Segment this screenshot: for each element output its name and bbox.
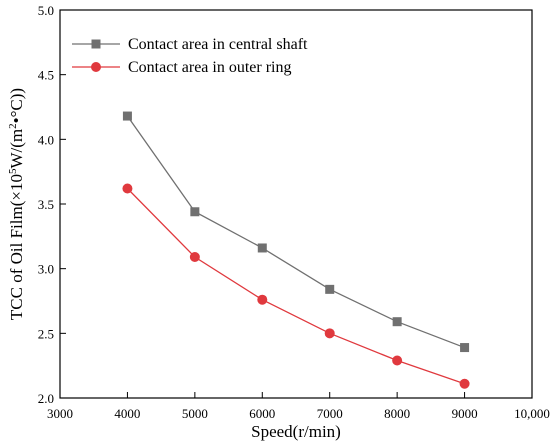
y-axis-label-prefix: TCC of Oil Film(×10 bbox=[7, 174, 26, 320]
series-layer bbox=[122, 111, 470, 389]
legend-marker bbox=[91, 39, 101, 49]
x-tick-label: 5000 bbox=[182, 406, 208, 421]
x-tick-label: 9000 bbox=[452, 406, 478, 421]
x-tick-label: 3000 bbox=[47, 406, 73, 421]
data-point bbox=[257, 294, 268, 305]
y-axis-label-sup: 5 bbox=[7, 168, 19, 174]
data-point bbox=[257, 243, 267, 253]
y-axis-label-sup2: 2 bbox=[7, 123, 19, 129]
data-point bbox=[392, 317, 402, 327]
data-point bbox=[325, 284, 335, 294]
x-tick-label: 7000 bbox=[317, 406, 343, 421]
series-1 bbox=[122, 111, 470, 353]
data-point bbox=[189, 252, 200, 263]
data-point bbox=[459, 378, 470, 389]
series-line bbox=[126, 115, 465, 349]
x-tick-label: 6000 bbox=[249, 406, 275, 421]
y-tick-label: 2.0 bbox=[38, 391, 54, 406]
legend-label: Contact area in central shaft bbox=[128, 36, 308, 53]
data-point bbox=[122, 111, 132, 121]
x-tick-label: 10,000 bbox=[514, 406, 550, 421]
series-line bbox=[126, 188, 465, 385]
y-axis-label-suffix: W/(m bbox=[7, 129, 26, 169]
y-tick-label: 2.5 bbox=[38, 326, 54, 341]
data-point bbox=[460, 343, 470, 353]
data-point bbox=[392, 355, 403, 366]
y-axis-label-end: •°C)) bbox=[7, 88, 26, 123]
y-tick-label: 5.0 bbox=[38, 3, 54, 18]
x-axis-label: Speed(r/min) bbox=[251, 422, 341, 441]
x-tick-label: 4000 bbox=[114, 406, 140, 421]
y-tick-label: 4.5 bbox=[38, 68, 54, 83]
data-point bbox=[324, 328, 335, 339]
data-point bbox=[122, 183, 133, 194]
data-point bbox=[190, 207, 200, 217]
x-tick-label: 8000 bbox=[384, 406, 410, 421]
legend: Contact area in central shaft Contact are… bbox=[72, 36, 308, 76]
legend-item: Contact area in outer ring bbox=[72, 59, 292, 76]
series-2 bbox=[122, 183, 470, 389]
legend-label: Contact area in outer ring bbox=[128, 59, 292, 76]
y-tick-label: 4.0 bbox=[38, 132, 54, 147]
y-axis-label: TCC of Oil Film(×105W/(m2•°C)) bbox=[7, 88, 26, 320]
axis-ticks: 3000 4000 5000 6000 7000 8000 9000 10,000 2.0 2.5… bbox=[38, 3, 550, 421]
legend-marker bbox=[91, 62, 101, 72]
legend-item: Contact area in central shaft bbox=[72, 36, 308, 53]
y-tick-label: 3.0 bbox=[38, 262, 54, 277]
y-tick-label: 3.5 bbox=[38, 197, 54, 212]
